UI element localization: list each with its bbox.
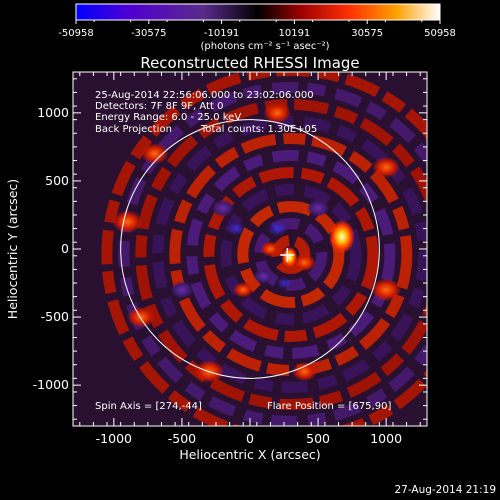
colorbar-units: (photons cm⁻² s⁻¹ asec⁻²) [200,41,329,52]
fringe-blob [253,268,274,284]
colorbar-ticks [75,20,441,24]
fringe-blob [227,221,246,236]
fringe-ring [220,183,362,325]
colorbar: -50958 -30575 -10191 10191 30575 50958 (photo… [58,3,456,52]
y-tick-label: -1000 [33,377,69,392]
fringe-ring [203,166,379,342]
colorbar-tick-label: 50958 [424,28,456,39]
x-tick-label: -1000 [96,431,132,446]
image-heatmap [73,72,427,426]
fringe-ring [118,81,427,426]
annotation-block: 25-Aug-2014 22:56:06.000 to 23:02:06.000… [95,90,317,135]
total-counts-text: Total counts: 1.30E+05 [200,124,317,135]
x-tick-label: 0 [246,431,254,446]
fringe-ring [135,98,427,410]
colorbar-tick-label: 10191 [278,28,310,39]
y-tick-label: 0 [61,241,69,256]
colorbar-labels: -50958 -30575 -10191 10191 30575 50958 [58,28,456,39]
fringe-blob [112,210,143,234]
x-tick-label: 1000 [370,431,402,446]
colorbar-tick-label: 30575 [351,28,383,39]
fringe-blob [276,277,292,289]
fringe-blob [306,199,330,217]
fringe-blob [233,282,254,298]
colorbar-tick-label: -50958 [58,28,93,39]
fringe-blob [127,306,155,328]
chart-title: Reconstructed RHESSI Image [140,54,359,72]
bright-source [281,246,298,268]
fringe-ring [186,149,396,359]
fringe-ring [101,72,427,426]
fringe-blob [371,278,402,302]
colorbar-tick-label: -10191 [204,28,239,39]
fringe-ring [237,200,345,308]
fringe-blob [170,281,194,299]
y-tick-label: -500 [41,309,69,324]
x-axis: -1000 -500 0 500 1000 [79,72,421,446]
spin-axis-text: Spin Axis = [274,-44] [95,401,202,412]
spin-axis-crosshair [280,247,295,262]
y-axis: -1000 -500 0 500 1000 [33,78,427,420]
fringe-blob [372,156,400,178]
y-tick-label: 500 [45,173,69,188]
time-range-text: 25-Aug-2014 22:56:06.000 to 23:02:06.000 [95,90,314,101]
fringe-blob [267,220,288,237]
fringe-blob [263,102,291,124]
footer-timestamp: 27-Aug-2014 21:19 [394,484,496,496]
fringe-blob [291,362,317,382]
solar-limb [120,119,380,379]
fringe-blob [140,143,169,165]
fringe-ring [152,115,427,393]
colorbar-gradient [75,3,441,21]
bright-source [328,219,355,254]
source-blobs [112,102,402,383]
detectors-text: Detectors: 7F 8F 9F, Att 0 [95,101,223,112]
colorbar-tick-label: -30575 [131,28,166,39]
y-tick-label: 1000 [37,105,69,120]
fringe-blob [293,254,316,272]
flare-position-text: Flare Position = [675,90] [267,401,391,412]
energy-range-text: Energy Range: 6.0 - 25.0 keV [95,112,241,123]
fringe-blob [260,241,281,257]
fringe-ring [169,132,413,376]
method-text: Back Projection [95,124,172,135]
fringe-blob [211,199,235,217]
y-axis-label: Heliocentric Y (arcsec) [5,179,20,319]
fringe-ring [254,217,328,291]
x-tick-label: 500 [306,431,330,446]
x-axis-label: Heliocentric X (arcsec) [179,447,320,462]
x-tick-label: -500 [168,431,196,446]
